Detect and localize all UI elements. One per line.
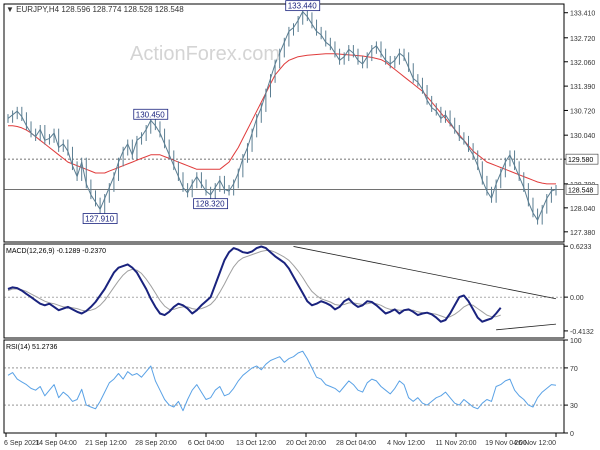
rsi-line — [7, 350, 557, 412]
x-tick-label: 11 Nov 20:00 — [435, 440, 476, 447]
price-y-tick-label: 132.060 — [570, 60, 595, 67]
price-line — [7, 11, 557, 221]
macd-trendline — [496, 323, 557, 331]
x-tick-label: 6 Oct 04:00 — [188, 440, 224, 447]
rsi-y-tick-label: 0 — [570, 431, 574, 438]
price-y-tick-label: 130.040 — [570, 133, 595, 140]
macd-frame — [3, 243, 565, 339]
macd-y-tick-label: 0.00 — [570, 295, 584, 302]
x-tick-label: 4 Nov 12:00 — [387, 440, 425, 447]
price-hline-box — [565, 184, 599, 195]
x-tick-label: 6 Sep 2021 — [4, 440, 40, 447]
x-tick-label: 26 Nov 12:00 — [514, 440, 556, 447]
price-panel: 133.410 132.720 132.060 131.390 130.720 130.0… — [4, 0, 599, 237]
rsi-frame — [3, 339, 565, 434]
price-y-tick-label: 127.380 — [570, 230, 595, 237]
watermark: ActionForex.com — [130, 43, 280, 65]
level-label: 130.450 — [136, 110, 165, 119]
price-frame — [3, 3, 565, 243]
price-y-tick-label: 128.040 — [570, 206, 595, 213]
level-label: 128.320 — [196, 200, 225, 209]
macd-y-tick-label: -0.4132 — [570, 329, 594, 336]
x-tick-label: 28 Oct 04:00 — [336, 440, 376, 447]
x-tick-label: 20 Oct 20:00 — [286, 440, 326, 447]
macd-y-tick-label: 0.6233 — [570, 244, 592, 251]
rsi-panel: 100 70 30 0 RSI(14) 51.2736 — [4, 338, 582, 438]
price-y-tick-label: 132.720 — [570, 36, 595, 43]
level-label-box — [193, 198, 229, 210]
x-tick-label: 19 Nov 04:00 — [485, 440, 527, 447]
price-y-tick-label: 130.720 — [570, 108, 595, 115]
macd-line — [7, 245, 502, 323]
rsi-y-tick-label: 70 — [570, 366, 578, 373]
price-hline-box — [565, 153, 599, 165]
x-tick-label: 28 Sep 20:00 — [135, 440, 177, 447]
macd-trendline — [293, 246, 557, 300]
moving-average-line — [8, 53, 556, 185]
price-hline-label: 129.580 — [568, 157, 593, 164]
rsi-y-tick-label: 30 — [570, 403, 578, 410]
price-hline-label: 128.548 — [568, 187, 593, 194]
price-y-tick-label: 131.390 — [570, 84, 595, 91]
level-label: 127.910 — [85, 215, 114, 224]
rsi-y-tick-label: 100 — [570, 338, 582, 345]
level-label-box — [285, 0, 321, 12]
macd-title: MACD(12,26,9) -0.1289 -0.2370 — [6, 248, 106, 255]
rsi-title: RSI(14) 51.2736 — [6, 344, 57, 351]
x-tick-label: 14 Sep 04:00 — [35, 440, 77, 447]
x-tick-label: 13 Oct 12:00 — [236, 440, 276, 447]
level-label: 133.440 — [288, 2, 317, 11]
level-label-box — [82, 213, 118, 224]
chart-title: ▼ EURJPY,H4 128.596 128.774 128.528 128.… — [6, 5, 184, 14]
level-label-box — [133, 108, 169, 120]
x-tick-label: 21 Sep 12:00 — [85, 440, 127, 447]
price-y-tick-label: 133.410 — [570, 11, 595, 18]
macd-signal-line — [7, 250, 501, 319]
macd-panel: 0.6233 0.00 -0.4132 MACD(12,26,9) -0.1289 -… — [4, 244, 594, 336]
